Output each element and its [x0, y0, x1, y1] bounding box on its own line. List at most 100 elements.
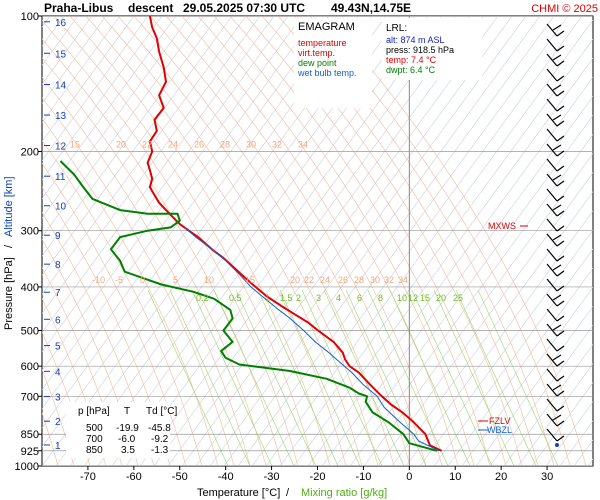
table-header-td: Td [°C] [146, 406, 177, 417]
isotherm-line [433, 248, 593, 466]
header-datetime: 29.05.2025 07:30 UTC [183, 1, 305, 15]
altitude-tick-label: 5 [55, 342, 61, 353]
series-temperature [146, 16, 442, 452]
header-coords: 49.43N,14.75E [331, 1, 411, 15]
adiabat-line [42, 97, 235, 466]
ylabel-altitude: Altitude [km] [3, 176, 15, 237]
mixing-ratio-line [345, 289, 427, 466]
grid-layer [0, 16, 593, 466]
ylabel-sep: / [3, 244, 15, 248]
mixing-ratio-line [147, 289, 229, 466]
adiabat-line [0, 16, 10, 466]
legend-wet-bulb: wet bulb temp. [297, 68, 357, 78]
mixing-ratio-label: 0.2 [196, 293, 209, 303]
adiabat-line [69, 16, 331, 466]
mixing-ratio-line [235, 289, 317, 466]
wind-barb [546, 188, 565, 202]
altitude-tick-label: 13 [55, 111, 67, 122]
isotherm-line [405, 210, 593, 466]
mixing-ratio-line [191, 289, 273, 466]
ylabel-group: Pressure [hPa] / Altitude [km] [3, 176, 15, 330]
wind-barb [546, 293, 565, 307]
adiabat-label: 15 [245, 275, 255, 285]
isotherm-line [223, 16, 555, 466]
wind-barb [546, 428, 565, 442]
adiabat-label: 28 [354, 275, 364, 285]
wind-barb [546, 143, 565, 157]
isotherm-line [447, 267, 593, 466]
temp-tick-label: -20 [310, 471, 326, 483]
table-row-500-p: 500 [86, 423, 103, 434]
adiabat-label: -5 [115, 275, 123, 285]
lrl-press: press: 918.5 hPa [386, 45, 454, 55]
altitude-tick-label: 12 [55, 142, 67, 153]
mixing-ratio-line [455, 289, 537, 466]
isotherm-line [42, 16, 177, 200]
wind-barb [546, 83, 565, 97]
wind-barb [546, 338, 565, 352]
adiabat-label: 24 [168, 139, 178, 149]
mixing-ratio-label: 1.5 [280, 293, 293, 303]
adiabat-line [85, 16, 347, 466]
pressure-tick-label: 500 [21, 326, 39, 338]
mixing-ratio-line [367, 289, 449, 466]
xlabel: Temperature [°C] [197, 487, 280, 499]
mixing-ratio-label: 3 [316, 293, 321, 303]
isotherm-line [42, 16, 247, 295]
adiabat-label: 20 [290, 275, 300, 285]
temp-tick-label: 10 [449, 471, 461, 483]
wind-barb [546, 233, 565, 247]
mixing-ratio-line [389, 289, 471, 466]
isotherm-line [42, 16, 149, 162]
series-dew-point [59, 160, 438, 452]
wind-barb [546, 368, 565, 382]
isotherm-line [42, 16, 345, 429]
altitude-tick-label: 15 [55, 49, 67, 60]
wbzl-label: WBZL [487, 425, 512, 435]
adiabat-label: 26 [338, 275, 348, 285]
series-layer [59, 16, 442, 452]
altitude-tick-label: 7 [55, 288, 61, 299]
mxws-label: MXWS [488, 221, 516, 231]
mixing-ratio-line [411, 289, 493, 466]
wind-barb [546, 113, 565, 127]
wind-barb [546, 128, 565, 142]
legend-temperature: temperature [298, 38, 347, 48]
series-wet-bulb-temp [183, 227, 440, 452]
isotherm-line [251, 16, 583, 466]
table-row-850-td: -1.3 [151, 445, 169, 456]
adiabat-line [325, 16, 587, 466]
wind-barb [546, 98, 565, 112]
lrl-box [382, 18, 482, 80]
altitude-tick-label: 6 [55, 315, 61, 326]
isotherm-line [42, 16, 275, 333]
adiabat-label: 26 [194, 139, 204, 149]
adiabat-label: -10 [92, 275, 105, 285]
isotherm-line [419, 229, 593, 466]
legend-dew-point: dew point [298, 58, 337, 68]
copyright: CHMI © 2025 [531, 3, 598, 15]
adiabat-label: 22 [304, 275, 314, 285]
wind-barb [546, 308, 565, 322]
temp-tick-label: -50 [172, 471, 188, 483]
adiabat-line [197, 16, 459, 466]
altitude-tick-label: 9 [55, 231, 61, 242]
altitude-tick-label: 3 [55, 393, 61, 404]
wind-barb [546, 353, 565, 367]
isotherm-line [42, 16, 107, 104]
adiabat-line [117, 16, 379, 466]
mixing-ratio-label: 1 [265, 293, 270, 303]
ylabel: Pressure [hPa] [3, 257, 15, 330]
temp-tick-label: -10 [355, 471, 371, 483]
adiabat-line [101, 16, 363, 466]
isotherm-line [363, 153, 593, 466]
altitude-tick-label: 2 [55, 417, 61, 428]
isotherm-line [111, 16, 443, 466]
pressure-tick-label: 100 [21, 11, 39, 23]
wind-barb [546, 173, 565, 187]
adiabat-line [133, 16, 395, 466]
adiabat-label: 24 [320, 275, 330, 285]
altitude-tick-label: 1 [55, 441, 61, 452]
isotherm-line [42, 16, 163, 181]
